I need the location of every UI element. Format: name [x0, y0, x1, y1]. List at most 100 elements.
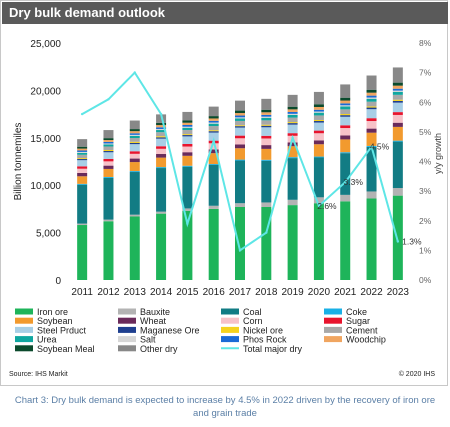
legend-label: Wheat [140, 316, 167, 326]
bar-segment-sugar [287, 133, 298, 136]
bar-segment-bauxite [182, 208, 193, 211]
legend-swatch [324, 336, 342, 343]
bar-segment-salt [392, 90, 403, 92]
bar-segment-soybean [208, 153, 219, 165]
bar-segment-maganese-ore [235, 126, 245, 128]
bar-segment-soybean [182, 155, 193, 166]
bar-segment-corn [235, 138, 245, 145]
legend-swatch [15, 326, 33, 333]
bar-segment-nickel-ore [235, 125, 245, 127]
bar-segment-phos-rock [366, 95, 377, 98]
bar-segment-cement [182, 130, 193, 135]
bar-segment-coal [287, 158, 298, 200]
bar-segment-coal [156, 168, 167, 212]
bar-segment-steel-prduct [340, 116, 351, 126]
bar-segment-woodchip [156, 125, 167, 128]
bar-segment-salt [129, 134, 140, 136]
bar-segment-bauxite [235, 203, 245, 208]
bar-segment-other-dry [340, 84, 351, 98]
bar-segment-other-dry [366, 75, 377, 90]
bar-segment-woodchip [261, 112, 272, 115]
legend-label: Cement [346, 325, 378, 335]
bar-segment-nickel-ore [156, 136, 167, 138]
bar-segment-steel-prduct [287, 124, 298, 134]
bar-segment-urea [287, 114, 298, 118]
bar-segment-woodchip [287, 109, 298, 113]
bar-segment-nickel-ore [208, 130, 219, 132]
growth-point [396, 240, 400, 243]
legend-swatch [221, 336, 239, 343]
y2-tick-label: 2% [419, 216, 432, 226]
bar-segment-coke [392, 140, 403, 142]
bar-segment-coal [366, 146, 377, 192]
bar-segment-soybean [366, 132, 377, 146]
bar-segment-cement [392, 94, 403, 100]
bar-segment-other-dry [235, 100, 245, 111]
bar-segment-soybean-meal [156, 122, 167, 126]
bar-segment-iron-ore [235, 207, 245, 280]
y2-tick-label: 6% [419, 97, 432, 107]
bar-segment-urea [129, 135, 140, 138]
bar-segment-wheat [340, 135, 351, 140]
bar-segment-soybean-meal [366, 89, 377, 93]
legend-swatch [118, 317, 136, 324]
bar-segment-steel-prduct [77, 160, 88, 167]
legend-label: Salt [140, 335, 156, 345]
legend-swatch [324, 308, 342, 315]
bar-segment-sugar [392, 112, 403, 115]
bar-segment-salt [156, 128, 167, 131]
bar-segment-corn [340, 128, 351, 136]
legend-label: Nickel ore [243, 325, 283, 335]
legend-label: Urea [37, 335, 57, 345]
y2-axis-label: y/y growth [433, 133, 443, 174]
bar-segment-nickel-ore [182, 134, 193, 136]
bar-segment-sugar [129, 151, 140, 154]
bar-segment-soybean [313, 144, 324, 157]
bar-segment-urea [261, 117, 272, 121]
legend-label: Phos Rock [243, 335, 287, 345]
bar-segment-coal [182, 166, 193, 209]
growth-point [238, 249, 242, 252]
bar-segment-cement [156, 132, 167, 137]
bar-segment-urea [156, 130, 167, 133]
bar-segment-urea [313, 112, 324, 116]
bar-segment-steel-prduct [235, 127, 245, 136]
bar-segment-coal [313, 157, 324, 198]
y-tick-label: 0 [55, 276, 61, 287]
bar-segment-coke [182, 165, 193, 167]
bar-segment-wheat [103, 165, 114, 169]
y-tick-label: 20,000 [30, 86, 61, 97]
y2-tick-label: 8% [419, 38, 432, 48]
bar-segment-nickel-ore [313, 119, 324, 122]
bar-segment-woodchip [313, 106, 324, 110]
bar-segment-coke [261, 159, 272, 161]
bar-segment-coke [77, 183, 88, 185]
bar-segment-sugar [235, 135, 245, 139]
x-tick-label: 2017 [229, 287, 252, 298]
bar-segment-salt [340, 105, 351, 107]
bar-segment-woodchip [340, 100, 351, 104]
bar-segment-soybean [156, 157, 167, 168]
bar-segment-sugar [103, 158, 114, 162]
bar-segment-coke [340, 152, 351, 154]
bar-segment-cement [235, 120, 245, 126]
y2-tick-label: 0% [419, 275, 432, 285]
bar-segment-maganese-ore [366, 107, 377, 110]
growth-point [212, 139, 215, 142]
bar-segment-phos-rock [156, 127, 167, 129]
bar-segment-soybean [261, 148, 272, 160]
bar-segment-phos-rock [340, 103, 351, 106]
bar-segment-bauxite [340, 194, 351, 202]
bar-segment-urea [208, 123, 219, 127]
bar-segment-urea [182, 127, 193, 131]
legend-swatch [118, 308, 136, 315]
bar-segment-maganese-ore [261, 125, 272, 128]
bar-segment-sugar [313, 130, 324, 134]
bar-segment-iron-ore [77, 225, 88, 280]
bar-segment-nickel-ore [392, 99, 403, 101]
bar-segment-nickel-ore [287, 122, 298, 124]
bar-segment-urea [340, 106, 351, 110]
growth-point [265, 231, 268, 234]
legend-label: Soybean Meal [37, 344, 95, 354]
bar-segment-maganese-ore [313, 121, 324, 123]
